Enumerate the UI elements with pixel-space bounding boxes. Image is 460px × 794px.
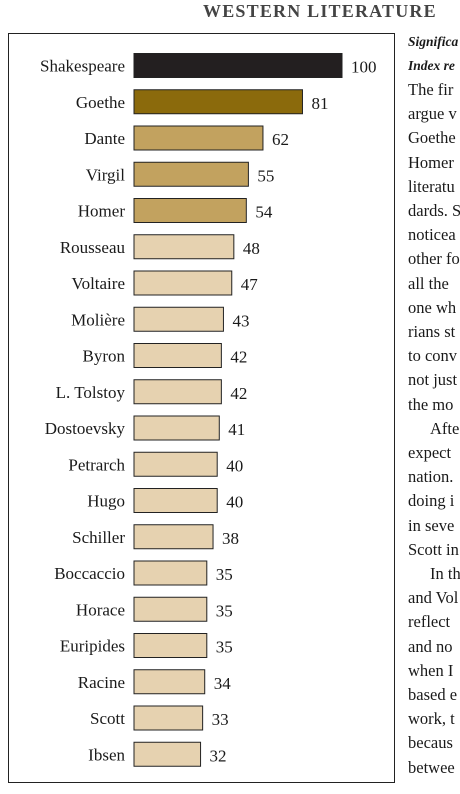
body-line: nation. xyxy=(408,467,454,487)
value-label: 42 xyxy=(230,384,247,403)
bar xyxy=(133,560,208,586)
figure-caption: Significa Index re xyxy=(408,30,460,78)
body-text: The fir argue v Goethe Homer literatu dards. … xyxy=(408,78,460,780)
bar xyxy=(133,161,249,187)
value-label: 100 xyxy=(351,58,377,77)
value-label: 81 xyxy=(311,94,328,113)
value-label: 62 xyxy=(272,130,289,149)
body-line: reflect xyxy=(408,612,451,632)
body-line: Scott in xyxy=(408,539,459,559)
body-line: dards. S xyxy=(408,201,460,221)
category-label: Rousseau xyxy=(60,238,126,257)
category-label: Homer xyxy=(78,202,126,221)
category-label: Euripides xyxy=(60,637,125,656)
value-label: 47 xyxy=(241,275,259,294)
value-label: 38 xyxy=(222,529,239,548)
category-label: Schiller xyxy=(72,528,125,547)
category-label: Boccaccio xyxy=(54,564,125,583)
category-label: Horace xyxy=(76,600,125,619)
bar xyxy=(133,596,208,622)
category-label: Byron xyxy=(83,347,126,366)
value-label: 42 xyxy=(230,348,247,367)
category-label: Voltaire xyxy=(71,274,125,293)
category-label: Molière xyxy=(71,310,125,329)
category-label: Virgil xyxy=(86,165,126,184)
bar xyxy=(133,524,214,550)
body-line: Homer xyxy=(408,152,454,172)
value-label: 35 xyxy=(216,638,233,657)
value-label: 35 xyxy=(216,601,233,620)
category-label: Petrarch xyxy=(68,455,125,474)
body-line: one wh xyxy=(408,297,457,317)
body-line: rians st xyxy=(408,322,456,342)
value-label: 55 xyxy=(257,166,274,185)
caption-line: Index re xyxy=(408,58,455,73)
value-label: 32 xyxy=(210,746,227,765)
body-line: doing i xyxy=(408,491,455,511)
side-text-column: Significa Index re The fir argue v Goethe Ho… xyxy=(408,30,460,794)
value-label: 43 xyxy=(232,311,249,330)
bar xyxy=(133,306,224,332)
category-label: Hugo xyxy=(87,492,125,511)
body-line: In th xyxy=(430,564,460,584)
body-line: and no xyxy=(408,636,453,656)
value-label: 34 xyxy=(214,674,232,693)
caption-line: Significa xyxy=(408,34,459,49)
section-header: WESTERN LITERATURE xyxy=(203,1,437,21)
category-label: Shakespeare xyxy=(40,57,125,76)
body-line: The fir xyxy=(408,80,454,99)
body-line: and Vol xyxy=(408,588,459,608)
value-label: 35 xyxy=(216,565,233,584)
category-label: Ibsen xyxy=(88,745,125,764)
category-label: Racine xyxy=(78,673,125,692)
bar xyxy=(133,89,303,115)
bar-chart: Shakespeare 100 Goethe 81 Dante 62 Virgil 55 Hom… xyxy=(40,53,377,767)
value-label: 54 xyxy=(255,203,273,222)
body-line: when I xyxy=(408,660,454,680)
body-line: betwee xyxy=(408,757,455,777)
category-label: Dostoevsky xyxy=(45,419,126,438)
bar xyxy=(133,488,218,513)
body-line: the mo xyxy=(408,394,454,414)
body-line: all the xyxy=(408,273,449,293)
bar xyxy=(133,415,220,441)
bar xyxy=(133,125,264,151)
bar xyxy=(133,234,235,260)
category-label: Dante xyxy=(84,129,125,148)
body-line: expect xyxy=(408,443,452,463)
body-line: to conv xyxy=(408,346,458,366)
value-label: 40 xyxy=(226,456,243,475)
body-line: work, t xyxy=(408,709,455,729)
body-line: in seve xyxy=(408,515,455,535)
category-label: Goethe xyxy=(76,93,125,112)
bar xyxy=(133,343,222,368)
bar xyxy=(133,53,343,78)
body-line: Afte xyxy=(430,418,460,438)
bar xyxy=(133,669,206,695)
body-line: noticea xyxy=(408,225,456,245)
body-line: argue v xyxy=(408,104,457,124)
category-label: Scott xyxy=(90,709,125,728)
bar xyxy=(133,198,247,223)
category-label: L. Tolstoy xyxy=(56,383,126,402)
body-line: Goethe xyxy=(408,128,456,148)
body-line: other fo xyxy=(408,249,460,269)
body-line: based e xyxy=(408,685,458,705)
bar xyxy=(133,705,204,731)
body-line: becaus xyxy=(408,733,453,753)
value-label: 48 xyxy=(243,239,260,258)
value-label: 33 xyxy=(212,710,229,729)
chart-frame: Shakespeare 100 Goethe 81 Dante 62 Virgil 55 Hom… xyxy=(8,33,395,783)
body-line: literatu xyxy=(408,176,455,196)
body-line: not just xyxy=(408,370,458,390)
bar xyxy=(133,270,233,296)
bar xyxy=(133,741,202,767)
value-label: 41 xyxy=(228,420,245,439)
bar xyxy=(133,451,218,477)
value-label: 40 xyxy=(226,493,243,512)
bar xyxy=(133,633,208,658)
bar xyxy=(133,379,222,405)
